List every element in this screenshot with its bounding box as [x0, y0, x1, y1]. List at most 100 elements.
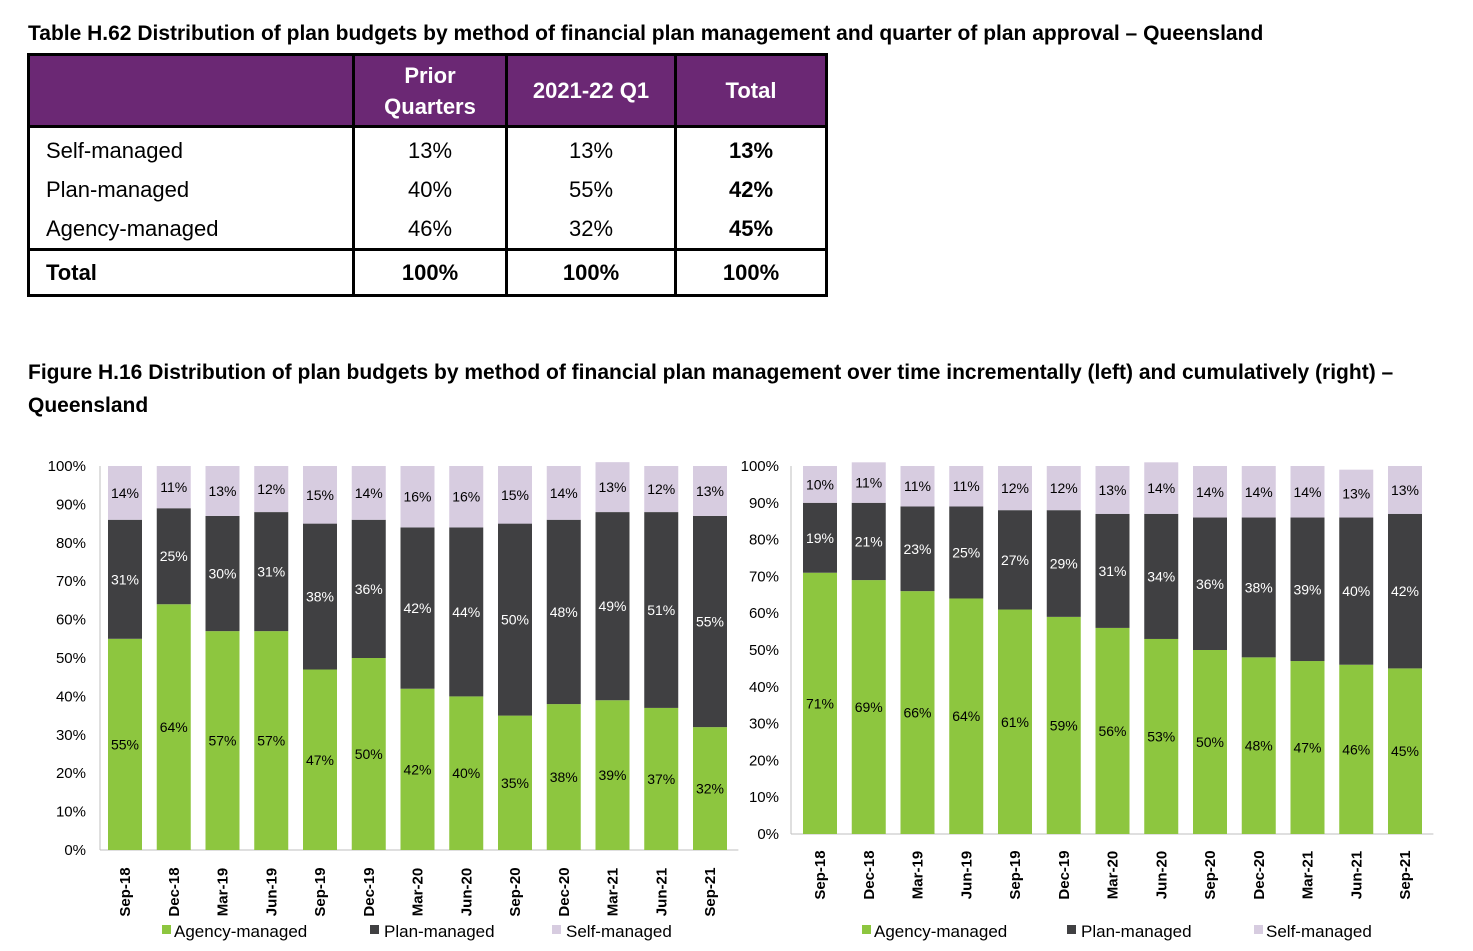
data-label: 16%: [452, 489, 480, 505]
data-label: 57%: [208, 733, 236, 749]
bar-segment: [351, 466, 386, 520]
y-tick-label: 60%: [56, 612, 86, 629]
data-label: 10%: [806, 476, 834, 492]
data-label: 14%: [355, 485, 383, 501]
legend-swatch: [370, 925, 379, 934]
data-label: 11%: [953, 478, 980, 494]
bar-segment: [595, 462, 630, 513]
x-tick-label: Jun-21: [653, 868, 670, 916]
data-label: 31%: [1098, 563, 1126, 579]
y-tick-label: 0%: [757, 826, 779, 843]
bar-segment: [1193, 466, 1227, 518]
cell-total: 100%: [674, 248, 828, 297]
data-label: 50%: [501, 612, 529, 628]
bar-segment: [949, 506, 984, 599]
bar-segment: [351, 658, 386, 850]
y-tick-label: 80%: [56, 535, 86, 552]
bar-segment: [254, 466, 289, 513]
cell-q1: 13%: [505, 126, 677, 170]
data-label: 14%: [1245, 484, 1273, 500]
bar-segment: [400, 527, 435, 689]
bar-segment: [449, 527, 484, 697]
cell-prior: 13%: [352, 126, 508, 170]
table-title: Table H.62 Distribution of plan budgets …: [28, 22, 1264, 45]
x-tick-label: Mar-21: [605, 868, 622, 916]
data-label: 36%: [1196, 576, 1224, 592]
bar-segment: [156, 508, 191, 605]
bar-segment: [803, 572, 837, 834]
bar-segment: [644, 707, 679, 850]
bar-segment: [998, 466, 1032, 511]
data-label: 42%: [403, 600, 431, 616]
bar-segment: [108, 638, 142, 850]
data-label: 14%: [550, 485, 578, 501]
data-label: 40%: [1342, 583, 1370, 599]
bar-segment: [851, 502, 886, 581]
table-row: Agency-managed 46% 32% 45%: [27, 209, 828, 251]
bar-segment: [1046, 466, 1081, 511]
bar-segment: [803, 466, 837, 503]
data-label: 51%: [647, 602, 675, 618]
y-tick-label: 50%: [749, 642, 779, 659]
y-tick-label: 10%: [749, 789, 779, 806]
bar-segment: [900, 591, 935, 834]
bar-segment: [1339, 469, 1374, 518]
bar-segment: [498, 715, 532, 850]
bar-segment: [1388, 513, 1422, 669]
bar-segment: [1241, 517, 1276, 658]
y-tick-label: 80%: [749, 532, 779, 549]
data-label: 47%: [306, 752, 334, 768]
x-tick-label: Sep-21: [1397, 850, 1414, 899]
data-label: 34%: [1147, 568, 1175, 584]
bar-segment: [156, 604, 191, 850]
data-label: 42%: [403, 761, 431, 777]
data-label: 47%: [1293, 740, 1321, 756]
x-tick-label: Dec-18: [166, 867, 183, 916]
bar-segment: [1144, 513, 1179, 639]
bar-segment: [546, 704, 581, 850]
bar-segment: [644, 466, 679, 513]
cell-q1: 32%: [505, 209, 677, 251]
bar-segment: [1290, 661, 1325, 834]
x-tick-label: Mar-19: [215, 868, 232, 916]
y-tick-label: 60%: [749, 605, 779, 622]
y-tick-label: 40%: [56, 688, 86, 705]
y-tick-label: 40%: [749, 679, 779, 696]
data-label: 38%: [1245, 579, 1273, 595]
bar-segment: [693, 727, 727, 850]
bar-segment: [1388, 668, 1422, 834]
data-label: 14%: [111, 485, 139, 501]
x-tick-label: Jun-19: [263, 868, 280, 916]
bar-segment: [949, 466, 984, 507]
data-label: 25%: [160, 548, 188, 564]
x-tick-label: Sep-19: [1007, 850, 1024, 899]
y-tick-label: 70%: [56, 573, 86, 590]
data-label: 12%: [257, 481, 285, 497]
data-label: 46%: [1342, 741, 1370, 757]
data-label: 13%: [1391, 482, 1419, 498]
data-label: 48%: [550, 604, 578, 620]
bar-segment: [546, 466, 581, 520]
data-label: 13%: [208, 483, 236, 499]
data-label: 25%: [952, 544, 980, 560]
row-label: Self-managed: [27, 126, 355, 170]
bar-segment: [644, 512, 679, 708]
data-label: 69%: [855, 699, 883, 715]
bar-segment: [1095, 513, 1130, 628]
row-label: Plan-managed: [27, 170, 355, 209]
x-tick-label: Sep-18: [117, 867, 134, 916]
data-label: 38%: [306, 589, 334, 605]
bar-segment: [595, 512, 630, 701]
bar-segment: [1388, 466, 1422, 514]
bar-segment: [1144, 638, 1179, 834]
x-tick-label: Jun-20: [458, 868, 475, 916]
bar-segment: [1290, 517, 1325, 662]
bar-segment: [156, 466, 191, 509]
bar-segment: [303, 466, 337, 524]
legend-label: Agency-managed: [874, 922, 1007, 941]
data-label: 49%: [598, 598, 626, 614]
bar-segment: [303, 523, 337, 670]
bar-segment: [400, 466, 435, 528]
y-tick-label: 90%: [56, 496, 86, 513]
bar-segment: [1241, 657, 1276, 834]
